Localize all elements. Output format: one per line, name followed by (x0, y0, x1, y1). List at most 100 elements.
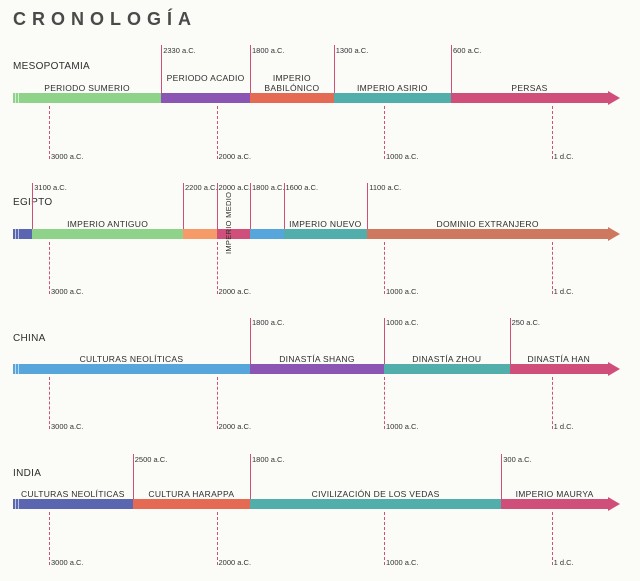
date-tick (32, 183, 34, 229)
segment-label: CULTURAS NEOLÍTICAS (79, 354, 184, 364)
date-tick (283, 183, 285, 229)
bottom-date-label: 1 d.C. (553, 287, 574, 296)
date-tick (509, 318, 511, 364)
timeline-segment (250, 499, 502, 509)
date-tick (183, 183, 184, 229)
timeline-segment (384, 364, 510, 374)
segment-label: PERSAS (511, 83, 548, 93)
bottom-date-label: 1 d.C. (553, 152, 574, 161)
timeline-segment (161, 93, 250, 103)
segment-label: CULTURA HARAPPA (148, 489, 235, 499)
segment-label: CIVILIZACIÓN DE LOS VEDAS (311, 489, 440, 499)
date-tick (132, 454, 134, 499)
page-title: CRONOLOGÍA (13, 9, 197, 29)
timeline-segment (283, 229, 368, 239)
date-tick-dashed (384, 106, 385, 159)
top-date-label: 2500 a.C. (134, 455, 168, 464)
timeline-segment (250, 364, 384, 374)
bottom-date-label: 3000 a.C. (51, 152, 84, 161)
top-date-label: 1300 a.C. (335, 46, 369, 55)
date-tick (216, 183, 218, 229)
date-tick (250, 454, 251, 499)
bottom-date-label: 1 d.C. (553, 558, 574, 567)
segment-label: PERIODO ACADIO (166, 73, 245, 83)
date-tick-dashed (551, 377, 553, 429)
date-tick-dashed (384, 512, 385, 565)
date-tick (384, 318, 385, 364)
timeline-tail (13, 364, 21, 374)
bottom-date-label: 1000 a.C. (386, 287, 419, 296)
date-tick-dashed (49, 512, 50, 565)
bottom-date-label: 3000 a.C. (51, 287, 84, 296)
date-tick-dashed (49, 377, 50, 429)
top-date-label: 1800 a.C. (252, 46, 285, 55)
date-tick-dashed (216, 377, 218, 429)
segment-label: DINASTÍA HAN (527, 354, 591, 364)
segment-label: PERIODO SUMERIO (44, 83, 130, 93)
segment-label: IMPERIO ASIRIO (356, 83, 428, 93)
top-date-label: 250 a.C. (511, 318, 540, 327)
date-tick (451, 45, 452, 93)
top-date-label: 2200 a.C. (185, 183, 218, 192)
timeline-segment (509, 364, 608, 374)
date-tick-dashed (49, 242, 50, 294)
timeline-tail (13, 93, 21, 103)
top-date-label: 2000 a.C. (218, 183, 252, 192)
date-tick (367, 183, 369, 229)
timeline-segment (13, 93, 162, 103)
date-tick (333, 45, 335, 93)
top-date-label: 1100 a.C. (369, 183, 402, 192)
arrow-head (608, 227, 620, 241)
bottom-date-label: 2000 a.C. (218, 558, 252, 567)
date-tick (501, 454, 503, 499)
top-date-label: 1800 a.C. (252, 318, 285, 327)
date-tick-dashed (384, 377, 385, 429)
bottom-date-label: 1000 a.C. (386, 152, 419, 161)
timeline-segment (132, 499, 250, 509)
region-name: INDIA (13, 468, 42, 479)
date-tick-dashed (551, 106, 553, 159)
date-tick-dashed (551, 242, 553, 294)
segment-label: IMPERIO MAURYA (515, 489, 594, 499)
bottom-date-label: 3000 a.C. (51, 422, 84, 431)
date-tick-dashed (49, 106, 50, 159)
bottom-date-label: 1000 a.C. (386, 558, 419, 567)
segment-label: CULTURAS NEOLÍTICAS (20, 489, 125, 499)
timeline-segment (183, 229, 217, 239)
date-tick-dashed (384, 242, 385, 294)
timeline-segment (333, 93, 451, 103)
timeline-tail (13, 229, 21, 239)
region-name: MESOPOTAMIA (13, 61, 91, 72)
bottom-date-label: 2000 a.C. (218, 287, 252, 296)
timeline-segment (250, 229, 284, 239)
date-tick-dashed (551, 512, 553, 565)
timeline-segment (250, 93, 334, 103)
top-date-label: 1800 a.C. (252, 183, 285, 192)
timeline-segment (13, 229, 33, 239)
date-tick-dashed (216, 106, 218, 159)
timeline-segment (367, 229, 608, 239)
top-date-label: 3100 a.C. (34, 183, 67, 192)
arrow-head (608, 497, 620, 511)
bottom-date-label: 1 d.C. (553, 422, 574, 431)
segment-label: IMPERIO BABILÓNICO (264, 73, 320, 93)
date-tick (250, 45, 251, 93)
date-tick (161, 45, 163, 93)
segment-label: IMPERIO ANTIGUO (67, 219, 149, 229)
top-date-label: 2330 a.C. (163, 46, 196, 55)
date-tick (250, 318, 251, 364)
bottom-date-label: 3000 a.C. (51, 558, 84, 567)
arrow-head (608, 91, 620, 105)
segment-label: DINASTÍA SHANG (279, 354, 355, 364)
date-tick-dashed (216, 242, 218, 294)
top-date-label: 600 a.C. (453, 46, 482, 55)
segment-label: DOMINIO EXTRANJERO (436, 219, 539, 229)
region-name: CHINA (13, 333, 46, 344)
timeline-segment (451, 93, 608, 103)
bottom-date-label: 2000 a.C. (218, 422, 252, 431)
segment-label: DINASTÍA ZHOU (412, 354, 482, 364)
timeline-segment (32, 229, 183, 239)
timeline-segment (501, 499, 608, 509)
arrow-head (608, 362, 620, 376)
bottom-date-label: 2000 a.C. (218, 152, 252, 161)
